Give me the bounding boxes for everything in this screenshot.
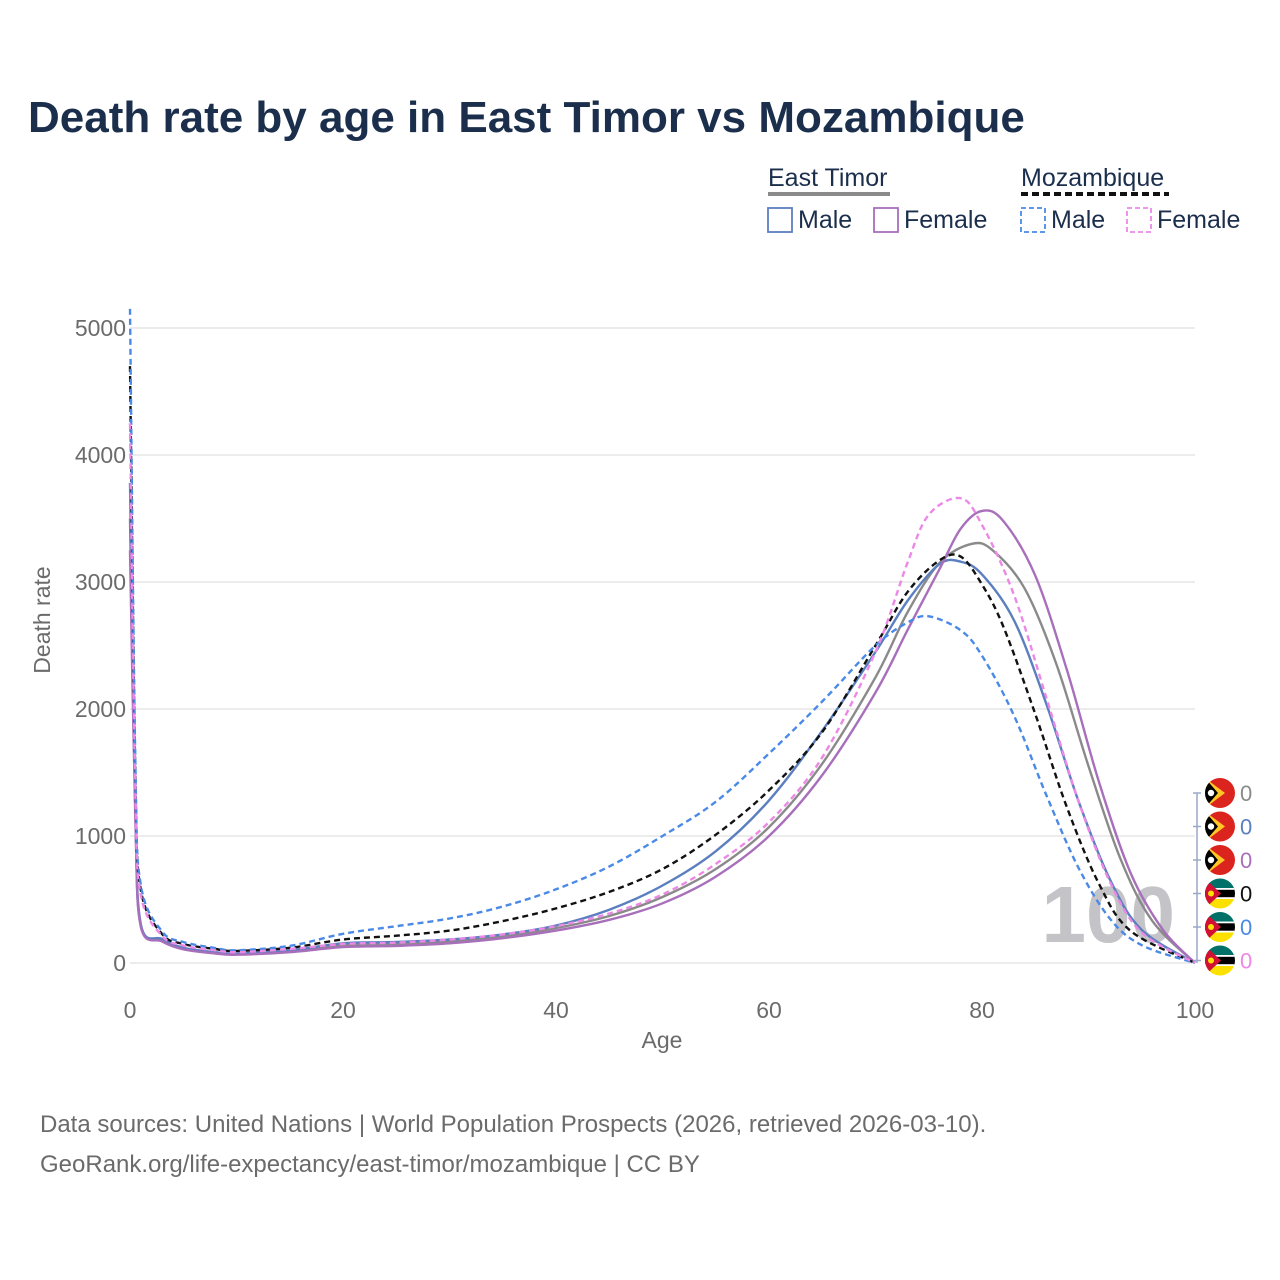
y-tick-label: 5000 [75, 315, 126, 341]
x-axis-ticks: 0 20 40 60 80 100 [124, 997, 1215, 1023]
mozambique-flag-icon [1205, 945, 1235, 976]
mozambique-flag-icon [1205, 912, 1235, 942]
x-tick-label: 100 [1176, 997, 1214, 1023]
east-timor-flag-icon [1205, 845, 1235, 875]
series-lines [128, 308, 1196, 965]
legend-label-male: Male [798, 206, 852, 234]
legend-label-male: Male [1051, 206, 1105, 234]
series-mozambique-total [128, 366, 1196, 965]
east-timor-flag-icon [1205, 811, 1235, 842]
x-tick-label: 0 [124, 997, 137, 1023]
end-value-label: 0 [1240, 815, 1252, 840]
x-tick-label: 60 [756, 997, 782, 1023]
end-marker-mozambique-total: 0 [1193, 878, 1252, 909]
end-markers: 0 0 0 0 0 0 [1193, 778, 1252, 976]
y-tick-label: 0 [113, 950, 126, 976]
end-marker-east-timor-male: 0 [1193, 811, 1252, 842]
mozambique-flag-icon [1205, 878, 1235, 909]
y-tick-label: 1000 [75, 823, 126, 849]
legend-group-east-timor: East Timor Male Female [767, 164, 987, 234]
legend-group-mozambique: Mozambique Male Female [1020, 164, 1240, 234]
end-marker-east-timor-female: 0 [1193, 845, 1252, 875]
y-axis-title: Death rate [29, 566, 55, 673]
legend-label-female: Female [1157, 206, 1240, 234]
end-marker-mozambique-female: 0 [1193, 945, 1252, 976]
series-east-timor-male [128, 482, 1196, 965]
east-timor-flag-icon [1205, 778, 1235, 808]
x-tick-label: 20 [330, 997, 356, 1023]
end-marker-east-timor-total: 0 [1193, 778, 1252, 808]
series-east-timor-total [128, 518, 1196, 964]
chart-title: Death rate by age in East Timor vs Mozam… [28, 93, 1025, 142]
legend-group-title: East Timor [768, 164, 887, 192]
source-line-1: Data sources: United Nations | World Pop… [40, 1111, 986, 1138]
series-mozambique-female [128, 423, 1196, 965]
legend-swatch [767, 207, 793, 233]
source-line-2: GeoRank.org/life-expectancy/east-timor/m… [40, 1151, 700, 1178]
y-axis-ticks: 0 1000 2000 3000 4000 5000 [75, 315, 126, 976]
y-tick-label: 3000 [75, 569, 126, 595]
y-tick-label: 4000 [75, 442, 126, 468]
end-value-label: 0 [1240, 915, 1252, 940]
grid [130, 327, 1195, 964]
series-east-timor-female [128, 509, 1196, 964]
x-tick-label: 40 [543, 997, 569, 1023]
legend-swatch [1020, 207, 1046, 233]
end-value-label: 0 [1240, 848, 1252, 873]
x-axis-title: Age [642, 1027, 683, 1053]
x-tick-label: 80 [969, 997, 995, 1023]
y-tick-label: 2000 [75, 696, 126, 722]
end-value-label: 0 [1240, 781, 1252, 806]
legend: East Timor Male Female Mozambique Male Female [767, 164, 1240, 234]
legend-swatch [1126, 207, 1152, 233]
legend-label-female: Female [904, 206, 987, 234]
end-value-label: 0 [1240, 882, 1252, 907]
end-value-label: 0 [1240, 949, 1252, 974]
series-mozambique-male [128, 308, 1196, 965]
legend-group-title: Mozambique [1021, 164, 1164, 192]
legend-swatch [873, 207, 899, 233]
end-marker-mozambique-male: 0 [1193, 912, 1252, 942]
